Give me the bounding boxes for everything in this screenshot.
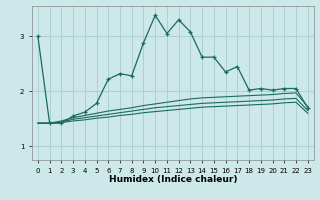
X-axis label: Humidex (Indice chaleur): Humidex (Indice chaleur) [108,175,237,184]
